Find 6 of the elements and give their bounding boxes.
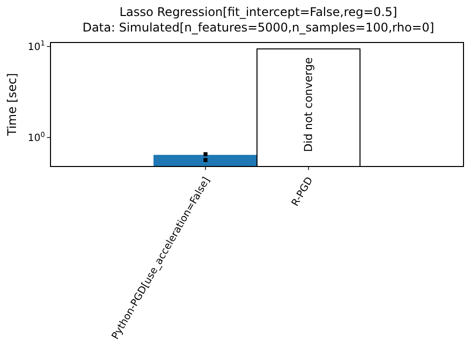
chart-subtitle: Data: Simulated[n_features=5000,n_samples=100,rho=0]: [82, 20, 434, 35]
y-tick-label: 10$^{0}$: [28, 131, 45, 144]
chart-title: Lasso Regression[fit_intercept=False,reg=0.5]: [119, 4, 398, 19]
annotation: Did not converge: [302, 57, 315, 152]
y-axis-title: Time [sec]: [5, 73, 20, 137]
y-tick-label: 10$^{1}$: [28, 40, 45, 53]
